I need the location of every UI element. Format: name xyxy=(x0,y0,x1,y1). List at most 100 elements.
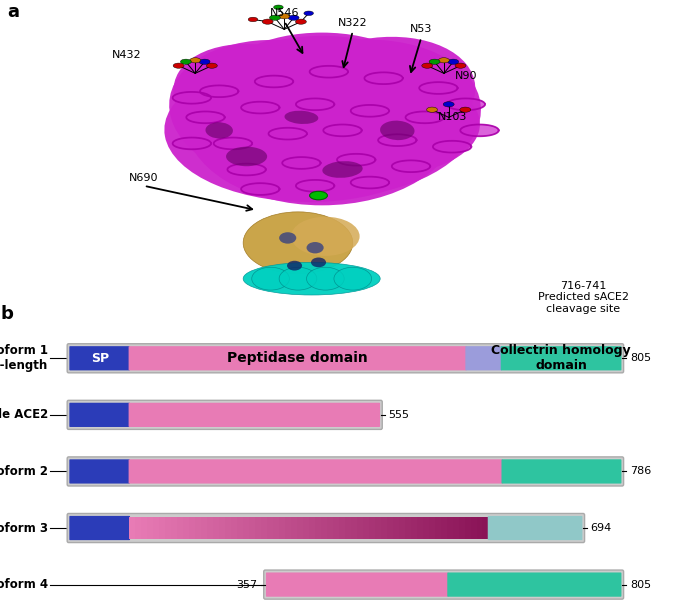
Circle shape xyxy=(199,59,210,65)
Circle shape xyxy=(304,11,314,15)
FancyBboxPatch shape xyxy=(129,403,380,427)
Ellipse shape xyxy=(380,121,414,140)
Ellipse shape xyxy=(337,154,375,165)
Ellipse shape xyxy=(243,263,380,295)
Bar xyxy=(189,517,195,539)
Ellipse shape xyxy=(227,164,266,175)
Ellipse shape xyxy=(378,134,416,146)
Bar xyxy=(410,517,417,539)
Ellipse shape xyxy=(279,232,296,244)
Text: 786: 786 xyxy=(630,466,651,477)
Bar xyxy=(357,517,363,539)
Ellipse shape xyxy=(173,44,361,165)
Ellipse shape xyxy=(251,268,289,290)
Ellipse shape xyxy=(323,124,362,137)
FancyBboxPatch shape xyxy=(501,346,621,370)
FancyBboxPatch shape xyxy=(69,403,130,427)
Text: a: a xyxy=(7,3,19,22)
Ellipse shape xyxy=(226,147,267,166)
Ellipse shape xyxy=(173,92,211,104)
Bar xyxy=(303,517,309,539)
Ellipse shape xyxy=(310,66,348,77)
Ellipse shape xyxy=(406,111,444,123)
Bar xyxy=(207,517,214,539)
Bar xyxy=(159,517,166,539)
Text: 694: 694 xyxy=(590,523,612,533)
Bar xyxy=(291,517,297,539)
Bar xyxy=(440,517,447,539)
Ellipse shape xyxy=(169,40,406,188)
Bar xyxy=(231,517,238,539)
Text: N546: N546 xyxy=(269,8,299,18)
Ellipse shape xyxy=(291,216,360,256)
FancyBboxPatch shape xyxy=(465,346,502,370)
Ellipse shape xyxy=(184,82,323,179)
Circle shape xyxy=(269,15,280,20)
Bar xyxy=(393,517,399,539)
Bar xyxy=(453,517,459,539)
Bar xyxy=(136,517,142,539)
Ellipse shape xyxy=(200,85,238,97)
Bar xyxy=(225,517,232,539)
Ellipse shape xyxy=(311,258,326,268)
Ellipse shape xyxy=(232,39,481,195)
Ellipse shape xyxy=(307,242,324,253)
FancyBboxPatch shape xyxy=(67,344,623,373)
Ellipse shape xyxy=(241,183,279,195)
Bar xyxy=(405,517,411,539)
FancyBboxPatch shape xyxy=(501,459,621,483)
Bar xyxy=(464,517,471,539)
Ellipse shape xyxy=(284,111,319,124)
Bar xyxy=(255,517,262,539)
Circle shape xyxy=(422,63,433,68)
Ellipse shape xyxy=(255,76,293,87)
Ellipse shape xyxy=(269,128,307,140)
Ellipse shape xyxy=(460,124,499,137)
Circle shape xyxy=(262,19,273,24)
Bar xyxy=(285,517,291,539)
Bar xyxy=(315,517,321,539)
Bar xyxy=(434,517,441,539)
Circle shape xyxy=(443,101,454,107)
Ellipse shape xyxy=(282,157,321,169)
Circle shape xyxy=(455,63,466,68)
Text: SP: SP xyxy=(90,352,109,365)
Ellipse shape xyxy=(173,138,211,149)
Bar xyxy=(471,517,477,539)
Ellipse shape xyxy=(351,105,389,117)
Text: 555: 555 xyxy=(388,410,409,420)
Bar xyxy=(321,517,327,539)
Bar xyxy=(195,517,201,539)
Ellipse shape xyxy=(287,261,302,271)
Bar xyxy=(309,517,315,539)
Circle shape xyxy=(173,63,184,68)
Circle shape xyxy=(248,17,258,22)
Ellipse shape xyxy=(186,111,225,123)
Ellipse shape xyxy=(351,177,389,188)
Text: N90: N90 xyxy=(455,71,477,81)
Text: 805: 805 xyxy=(630,353,651,363)
Ellipse shape xyxy=(185,36,459,205)
Bar xyxy=(387,517,393,539)
Bar xyxy=(213,517,219,539)
Bar xyxy=(327,517,333,539)
Ellipse shape xyxy=(219,33,425,137)
Circle shape xyxy=(438,58,449,63)
Circle shape xyxy=(206,63,217,68)
Bar xyxy=(339,517,345,539)
Circle shape xyxy=(288,15,299,20)
Ellipse shape xyxy=(241,101,279,113)
Circle shape xyxy=(190,58,201,63)
Circle shape xyxy=(295,19,306,24)
Bar xyxy=(219,517,225,539)
Text: ACE2 Isoform 2: ACE2 Isoform 2 xyxy=(0,465,49,478)
Ellipse shape xyxy=(279,268,316,290)
Ellipse shape xyxy=(296,98,334,110)
Text: ACE2 Isoform 3: ACE2 Isoform 3 xyxy=(0,522,49,534)
Bar xyxy=(171,517,177,539)
Bar xyxy=(261,517,267,539)
FancyBboxPatch shape xyxy=(266,573,449,597)
FancyBboxPatch shape xyxy=(69,346,130,370)
Ellipse shape xyxy=(214,138,252,149)
FancyBboxPatch shape xyxy=(264,570,623,599)
